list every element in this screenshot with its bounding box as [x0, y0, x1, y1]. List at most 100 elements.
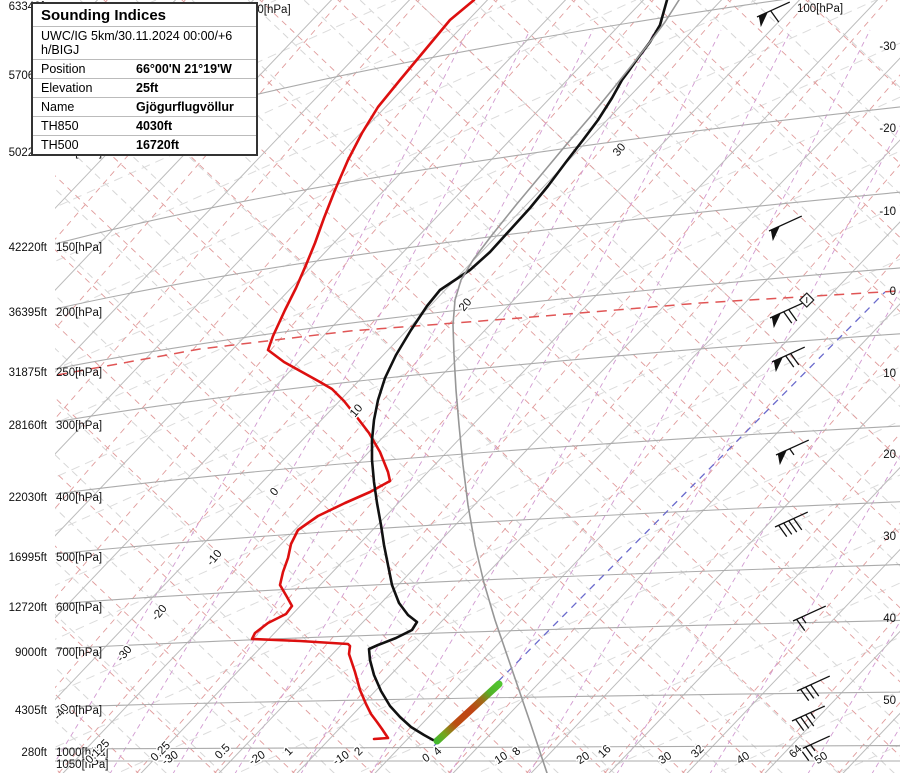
right-temperature-label: -30 [879, 41, 896, 53]
wind-barb-feather [770, 10, 780, 23]
wind-barb [756, 1, 791, 28]
indices-row-label: Elevation [41, 81, 93, 95]
wind-barb-feather [800, 716, 810, 729]
moist-adiabat-line [760, 612, 900, 773]
surface-mixing-line [433, 291, 886, 747]
wind-barb-flag [758, 12, 768, 28]
bottom-temperature-label: -20 [247, 749, 267, 768]
isotherm-line [686, 548, 900, 773]
bottom-temperature-label: 0 [420, 752, 432, 766]
isobar-line [55, 691, 900, 708]
wind-barb [796, 675, 831, 702]
pressure-hpa-label: 1050[hPa] [56, 759, 108, 771]
moist-adiabat-line [415, 0, 900, 461]
inplot-isoline-label: -20 [150, 603, 170, 623]
mixing-ratio-label: 64 [787, 743, 805, 761]
altitude-ft-label: 280ft [21, 747, 47, 759]
moist-adiabat-line [682, 522, 900, 773]
indices-row: TH500 16720ft [33, 135, 256, 154]
bottom-temperature-label: 20 [575, 750, 592, 767]
isobar-line [55, 106, 900, 245]
altitude-ft-label: 31875ft [9, 367, 48, 379]
indices-row-value: 4030ft [136, 119, 173, 133]
wind-barb [769, 292, 815, 329]
moist-adiabat-line [55, 0, 420, 420]
altitude-ft-label: 42220ft [9, 242, 48, 254]
mixing-ratio-label: 16 [596, 743, 614, 761]
wind-barb-shaft [796, 675, 831, 692]
isotherm-line [55, 0, 723, 701]
wind-barb [774, 511, 809, 538]
right-temperature-label: 40 [883, 613, 896, 625]
pressure-hpa-label: 300[hPa] [56, 420, 102, 432]
moist-adiabat-line [259, 0, 900, 609]
altitude-ft-label: 36395ft [9, 307, 48, 319]
panel-title: Sounding Indices [41, 7, 167, 24]
wind-barb-feather [778, 524, 788, 538]
wind-barb-feather [795, 718, 805, 732]
moist-adiabat-line [448, 253, 900, 773]
right-temperature-label: 20 [883, 449, 896, 461]
pressure-hpa-label: 850[hPa] [56, 705, 102, 717]
wind-barb-shaft [774, 511, 809, 528]
indices-row-label: Name [41, 100, 75, 114]
moist-adiabat-line [55, 27, 841, 773]
dry-adiabat-line [527, 0, 900, 354]
right-temperature-label: -20 [879, 123, 896, 135]
bottom-temperature-label: 10 [493, 750, 510, 767]
mixing-ratio-line [55, 29, 469, 763]
cape-segment [433, 680, 503, 745]
indices-row: Elevation 25ft [33, 78, 256, 97]
mixing-ratio-line [370, 29, 792, 773]
moist-adiabat-line [55, 323, 529, 773]
parcel-curve [452, 0, 680, 773]
isotherm-line [55, 0, 489, 455]
moist-adiabat-line [55, 249, 607, 773]
wind-barb-flag [773, 357, 783, 373]
isotherm-line [608, 466, 900, 773]
temperature-curve [367, 0, 669, 742]
wind-barb-feather [800, 748, 810, 762]
mixing-ratio-label: 1 [282, 745, 295, 758]
altitude-ft-label: 16995ft [9, 552, 48, 564]
isotherm-line [55, 0, 567, 537]
indices-row-value: Gjögurflugvöllur [136, 100, 234, 114]
indices-row-value: 66°00'N 21°19'W [136, 62, 232, 76]
altitude-ft-label: 12720ft [9, 602, 48, 614]
wind-barb-column [756, 1, 831, 762]
right-temperature-label: 30 [883, 531, 896, 543]
altitude-ft-label: 28160ft [9, 420, 48, 432]
moist-adiabat-line [58, 0, 732, 773]
moist-adiabat-line [181, 0, 900, 683]
dry-adiabat-line [583, 0, 900, 301]
pressure-hpa-label: 600[hPa] [56, 602, 102, 614]
isobar-line [55, 267, 900, 370]
mixing-ratio-label: 32 [689, 743, 707, 761]
isotherm-line [218, 57, 900, 773]
pressure-hpa-label: 700[hPa] [56, 647, 102, 659]
indices-table: Position 66°00'N 21°19'W Elevation 25ft Name… [33, 59, 256, 154]
bottom-temperature-label: 30 [657, 750, 674, 767]
dry-adiabat-line [639, 0, 900, 248]
inplot-isoline-label: 10 [348, 402, 365, 420]
mixing-ratio-label: 0.5 [213, 742, 233, 762]
moist-adiabat-line [55, 101, 763, 773]
wind-barb-shaft [796, 735, 831, 752]
indices-row-value: 25ft [136, 81, 159, 95]
mixing-ratio-line [300, 29, 722, 773]
wind-barb [768, 215, 803, 242]
top-pressure-label: 100[hPa] [797, 3, 843, 15]
indices-row: Name Gjögurflugvöllur [33, 97, 256, 116]
dry-adiabat-line [0, 0, 16, 773]
wind-barb [775, 439, 810, 466]
bottom-temperature-label: 50 [813, 750, 830, 767]
right-temperature-label: 10 [883, 368, 896, 380]
isobar-line [55, 564, 900, 605]
moist-adiabat-line [337, 0, 900, 535]
isotherm-line [140, 0, 879, 773]
wind-barb-flag [771, 313, 781, 329]
isobar-line [55, 425, 900, 495]
inplot-isoline-label: -10 [205, 548, 225, 568]
